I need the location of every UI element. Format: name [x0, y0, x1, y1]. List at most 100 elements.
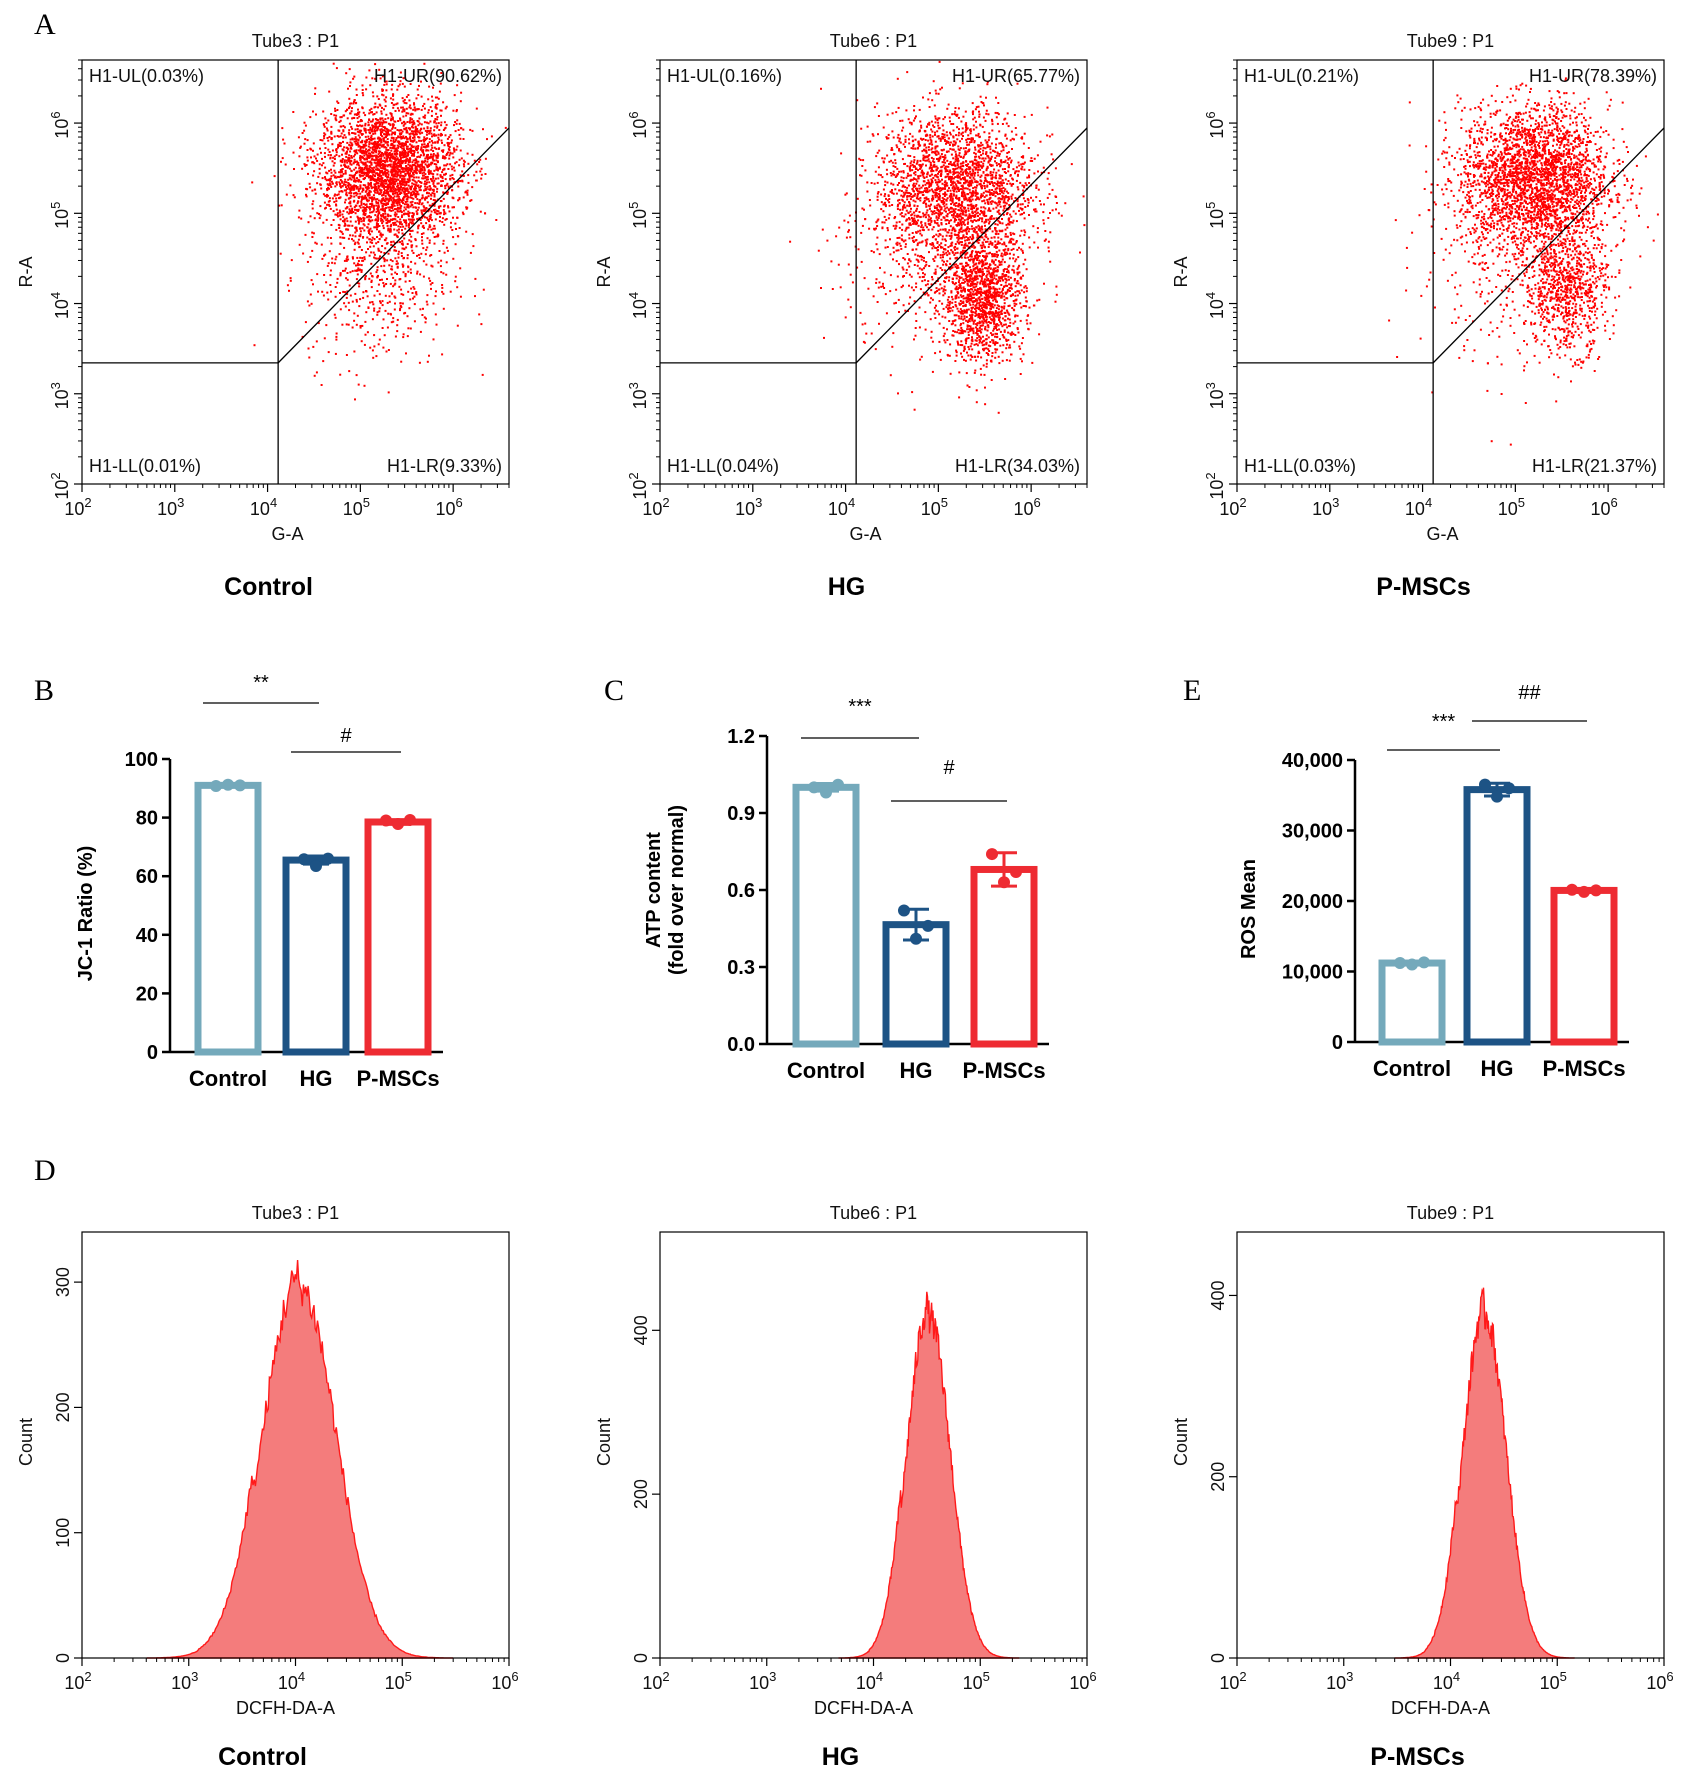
scatter-point: [915, 187, 917, 190]
scatter-point: [986, 198, 989, 201]
scatter-point: [365, 76, 368, 79]
scatter-point: [373, 170, 376, 173]
scatter-point: [374, 191, 377, 194]
scatter-point: [1064, 202, 1067, 205]
scatter-point: [301, 132, 304, 134]
scatter-point: [992, 184, 995, 187]
scatter-point: [987, 218, 990, 221]
scatter-point: [370, 286, 373, 289]
scatter-point: [380, 217, 383, 220]
scatter-point: [397, 256, 400, 259]
scatter-point: [350, 178, 353, 181]
scatter-point: [329, 157, 332, 160]
scatter-point: [398, 170, 401, 173]
scatter-point: [348, 192, 351, 195]
scatter-point: [482, 288, 485, 291]
scatter-point: [938, 190, 941, 193]
scatter-point: [941, 182, 944, 185]
scatter-point: [361, 89, 364, 91]
scatter-point: [436, 152, 439, 155]
scatter-point: [360, 203, 363, 206]
scatter-point: [370, 281, 373, 283]
scatter-point: [373, 334, 376, 337]
scatter-point: [969, 160, 972, 163]
scatter-point: [904, 243, 907, 246]
scatter-point: [364, 127, 367, 130]
scatter-point: [336, 215, 339, 218]
scatter-point: [358, 111, 361, 114]
scatter-point: [389, 214, 392, 217]
scatter-point: [364, 135, 367, 138]
scatter-point: [921, 163, 924, 166]
scatter-point: [335, 197, 338, 200]
scatter-point: [391, 166, 394, 169]
scatter-point: [304, 124, 307, 127]
scatter-point: [354, 212, 357, 215]
scatter-point: [356, 314, 359, 317]
scatter-point: [996, 164, 998, 167]
scatter-point: [399, 172, 402, 175]
scatter-point: [321, 157, 323, 160]
scatter-point: [966, 228, 969, 231]
scatter-point: [969, 170, 972, 173]
scatter-point: [892, 192, 895, 195]
scatter-point: [942, 118, 945, 121]
scatter-point: [900, 234, 903, 237]
scatter-point: [384, 212, 387, 215]
scatter-point: [382, 318, 385, 321]
scatter-point: [424, 321, 427, 324]
scatter-point: [390, 102, 393, 104]
scatter-point: [357, 180, 360, 183]
scatter-point: [848, 229, 850, 232]
y-tick-label: 104: [48, 292, 72, 319]
scatter-point: [324, 166, 327, 169]
scatter-point: [420, 123, 423, 126]
scatter-point: [369, 301, 371, 304]
scatter-point: [334, 316, 337, 319]
scatter-point: [884, 184, 887, 187]
scatter-point: [397, 174, 400, 177]
scatter-point: [349, 138, 352, 141]
scatter-point: [323, 152, 326, 155]
scatter-point: [355, 300, 358, 303]
scatter-point: [911, 218, 914, 221]
scatter-point: [945, 140, 948, 143]
scatter-point: [438, 147, 441, 150]
scatter-point: [364, 165, 367, 168]
scatter-point: [401, 243, 404, 246]
scatter-point: [421, 239, 424, 242]
scatter-point: [1048, 183, 1051, 186]
y-tick-label-exp: 4: [48, 292, 63, 299]
scatter-point: [370, 130, 373, 133]
scatter-point: [434, 141, 437, 144]
scatter-point: [439, 82, 442, 85]
scatter-point: [409, 201, 412, 204]
scatter-point: [337, 197, 340, 200]
scatter-point: [392, 188, 395, 191]
scatter-point: [435, 156, 438, 159]
scatter-point: [396, 107, 399, 110]
scatter-point: [374, 214, 377, 217]
scatter-point: [429, 216, 432, 219]
scatter-point: [423, 116, 426, 119]
scatter-point: [402, 135, 405, 138]
scatter-point: [918, 163, 921, 166]
scatter-point: [428, 130, 431, 133]
scatter-point: [913, 300, 916, 303]
scatter-point: [391, 126, 394, 129]
scatter-point: [452, 147, 455, 150]
scatter-point: [970, 225, 973, 228]
scatter-point: [436, 190, 438, 193]
scatter-point: [369, 160, 372, 163]
scatter-point: [324, 176, 326, 179]
scatter-point: [398, 278, 401, 281]
scatter-point: [926, 156, 929, 158]
scatter-point: [373, 256, 376, 259]
scatter-point: [383, 121, 386, 124]
scatter-point: [996, 112, 999, 114]
scatter-point: [313, 217, 316, 220]
scatter-point: [414, 196, 417, 199]
scatter-point: [322, 123, 325, 126]
scatter-point: [394, 233, 397, 236]
scatter-point: [390, 168, 393, 171]
